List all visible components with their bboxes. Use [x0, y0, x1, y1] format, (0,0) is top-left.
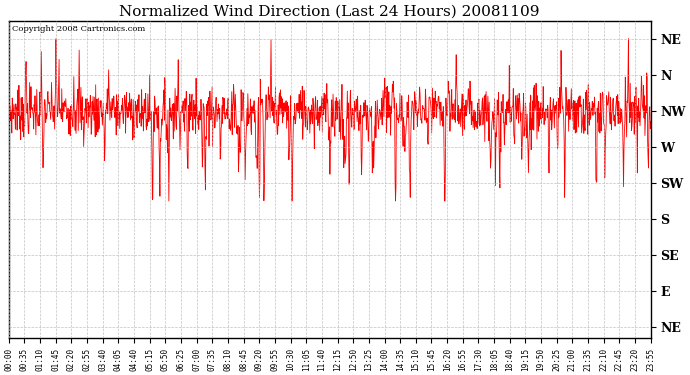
Title: Normalized Wind Direction (Last 24 Hours) 20081109: Normalized Wind Direction (Last 24 Hours… [119, 4, 540, 18]
Text: Copyright 2008 Cartronics.com: Copyright 2008 Cartronics.com [12, 26, 145, 33]
